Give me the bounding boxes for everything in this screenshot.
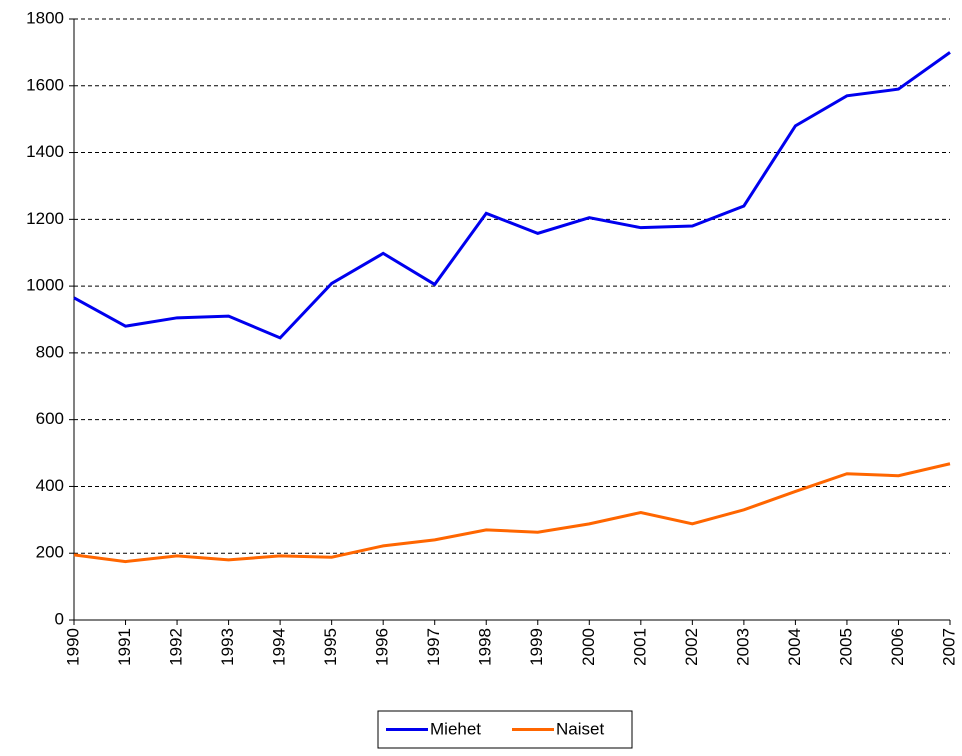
legend: Miehet Naiset <box>377 710 633 749</box>
y-tick-label: 1000 <box>26 276 64 295</box>
x-tick-label: 1998 <box>476 628 495 666</box>
y-tick-label: 400 <box>36 476 64 495</box>
series-line <box>73 51 951 340</box>
x-tick-label: 2005 <box>836 628 855 666</box>
y-tick-label: 1200 <box>26 209 64 228</box>
legend-label: Naiset <box>556 719 604 738</box>
x-tick-label: 1997 <box>424 628 443 666</box>
x-tick-label: 2007 <box>939 628 958 666</box>
x-tick-label: 1993 <box>218 628 237 666</box>
x-tick-label: 1990 <box>63 628 82 666</box>
x-tick-label: 1995 <box>321 628 340 666</box>
x-tick-label: 2000 <box>579 628 598 666</box>
x-tick-label: 2006 <box>888 628 907 666</box>
x-tick-label: 2002 <box>682 628 701 666</box>
x-tick-label: 1999 <box>527 628 546 666</box>
y-tick-label: 1800 <box>26 8 64 27</box>
y-tick-label: 1400 <box>26 142 64 161</box>
x-tick-label: 1996 <box>373 628 392 666</box>
x-tick-label: 2003 <box>733 628 752 666</box>
series-line <box>73 462 951 564</box>
y-tick-label: 600 <box>36 409 64 428</box>
x-tick-label: 1991 <box>115 628 134 666</box>
x-tick-label: 1994 <box>270 628 289 666</box>
legend-label: Miehet <box>430 719 481 738</box>
x-tick-label: 2001 <box>630 628 649 666</box>
x-tick-label: 1992 <box>167 628 186 666</box>
x-tick-label: 2004 <box>785 628 804 666</box>
y-tick-label: 200 <box>36 543 64 562</box>
y-tick-label: 1600 <box>26 75 64 94</box>
y-tick-label: 0 <box>55 609 64 628</box>
y-tick-label: 800 <box>36 342 64 361</box>
